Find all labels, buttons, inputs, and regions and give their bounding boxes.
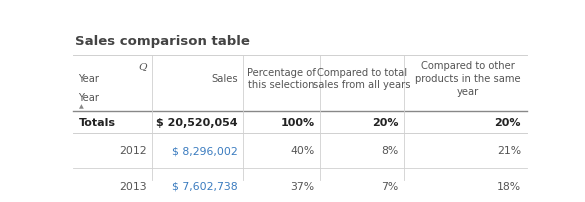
Text: $ 8,296,002: $ 8,296,002 <box>172 146 238 156</box>
Text: 37%: 37% <box>291 181 315 191</box>
Text: 21%: 21% <box>497 146 521 156</box>
Text: Percentage of
this selection: Percentage of this selection <box>247 67 316 90</box>
Text: $ 7,602,738: $ 7,602,738 <box>172 181 238 191</box>
Text: 7%: 7% <box>381 181 398 191</box>
Text: 8%: 8% <box>381 146 398 156</box>
Text: Totals: Totals <box>78 117 116 127</box>
Text: Compared to total
sales from all years: Compared to total sales from all years <box>314 67 411 90</box>
Text: 20%: 20% <box>372 117 398 127</box>
Text: 2013: 2013 <box>119 181 147 191</box>
Text: 18%: 18% <box>497 181 521 191</box>
Text: Year: Year <box>78 74 99 84</box>
Text: 40%: 40% <box>291 146 315 156</box>
Text: Compared to other
products in the same
year: Compared to other products in the same y… <box>415 61 521 96</box>
Text: 100%: 100% <box>281 117 315 127</box>
Text: 20%: 20% <box>494 117 521 127</box>
Text: 2012: 2012 <box>119 146 147 156</box>
Text: $ 20,520,054: $ 20,520,054 <box>156 117 238 127</box>
Text: Q: Q <box>139 62 147 70</box>
Text: ▲: ▲ <box>78 103 83 108</box>
Text: Sales comparison table: Sales comparison table <box>75 35 250 48</box>
Text: Sales: Sales <box>211 74 238 84</box>
Text: Year: Year <box>78 93 99 103</box>
